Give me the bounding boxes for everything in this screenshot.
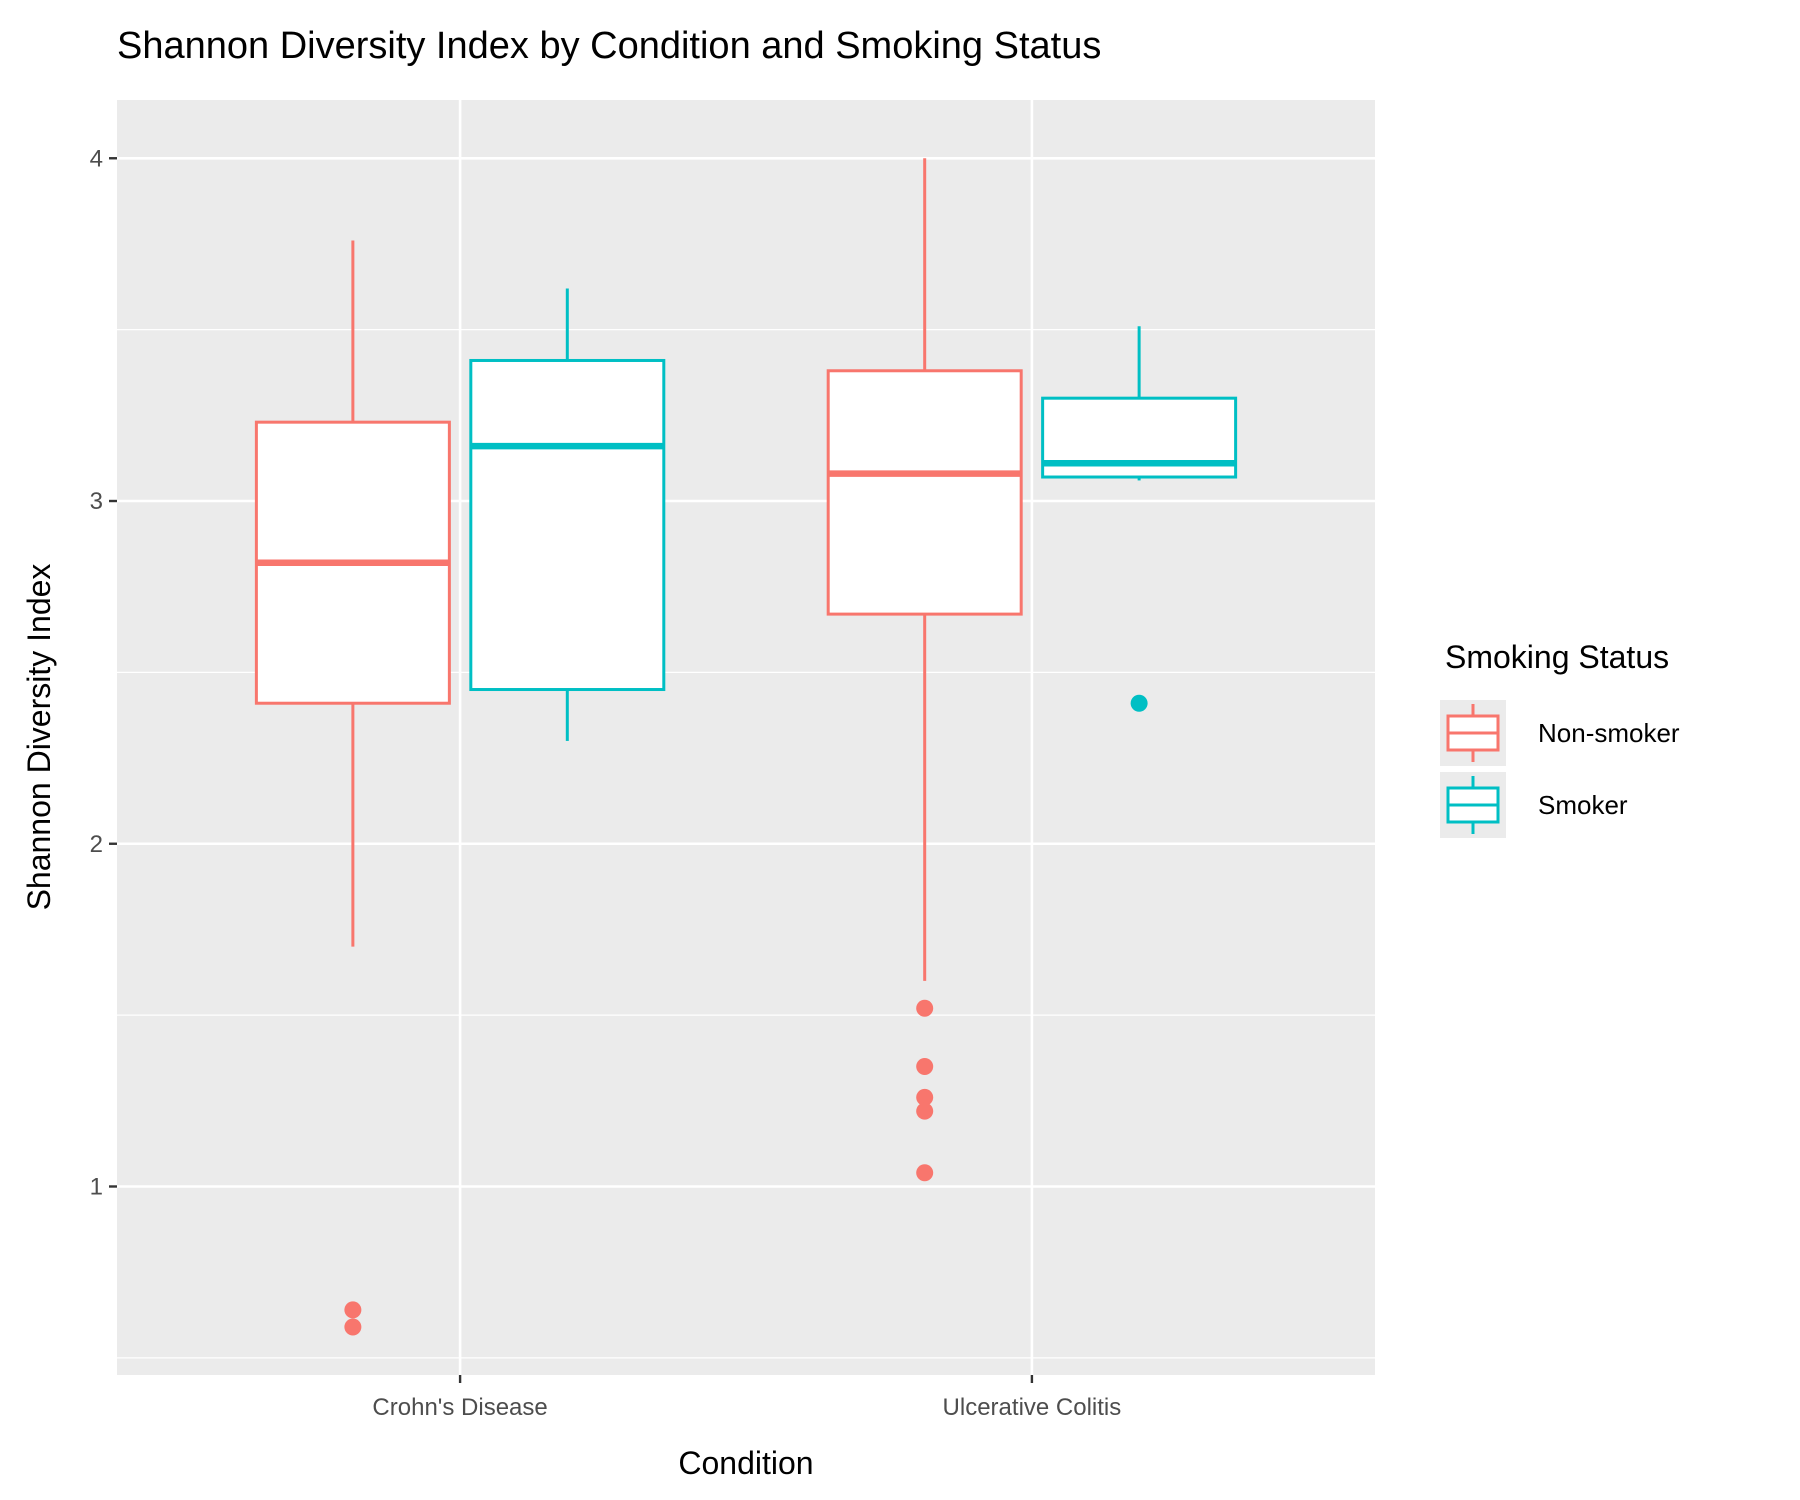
data-layer <box>254 158 1238 1336</box>
y-tick-label: 3 <box>90 488 103 515</box>
box-non-smoker-1 <box>826 158 1023 1182</box>
legend-item-non-smoker: Non-smoker <box>1440 700 1680 766</box>
legend-label: Non-smoker <box>1538 718 1680 748</box>
box-iqr <box>826 369 1023 616</box>
legend-item-smoker: Smoker <box>1440 772 1628 838</box>
plot-panel <box>117 100 1375 1375</box>
box-smoker-0 <box>469 288 666 741</box>
x-tick-label: Crohn's Disease <box>372 1394 547 1421</box>
x-axis-title: Condition <box>678 1445 813 1481</box>
box-non-smoker-0 <box>254 240 451 1336</box>
outlier-point <box>916 1164 934 1182</box>
outlier-point <box>344 1301 362 1319</box>
outlier-point <box>916 999 934 1017</box>
legend-keys: Non-smoker Smoker <box>1440 700 1680 838</box>
box-smoker-1 <box>1041 326 1238 712</box>
y-tick-label: 4 <box>90 145 103 172</box>
outlier-point <box>344 1318 362 1336</box>
axes: 1 2 3 4 Crohn's Disease Ulcerative Colitis <box>90 145 1122 1421</box>
legend: Smoking Status Non-smoker Smoker <box>1440 639 1680 838</box>
y-tick-label: 2 <box>90 831 103 858</box>
box-iqr <box>469 358 666 692</box>
legend-title: Smoking Status <box>1445 639 1669 675</box>
outlier-point <box>916 1058 934 1076</box>
outlier-point <box>1130 694 1148 712</box>
outlier-point <box>916 1088 934 1106</box>
y-tick-label: 1 <box>90 1173 103 1200</box>
y-axis-title: Shannon Diversity Index <box>21 564 57 911</box>
chart-title: Shannon Diversity Index by Condition and… <box>117 25 1101 67</box>
x-tick-label: Ulcerative Colitis <box>943 1394 1122 1421</box>
outlier-point <box>916 1102 934 1120</box>
legend-label: Smoker <box>1538 790 1628 820</box>
